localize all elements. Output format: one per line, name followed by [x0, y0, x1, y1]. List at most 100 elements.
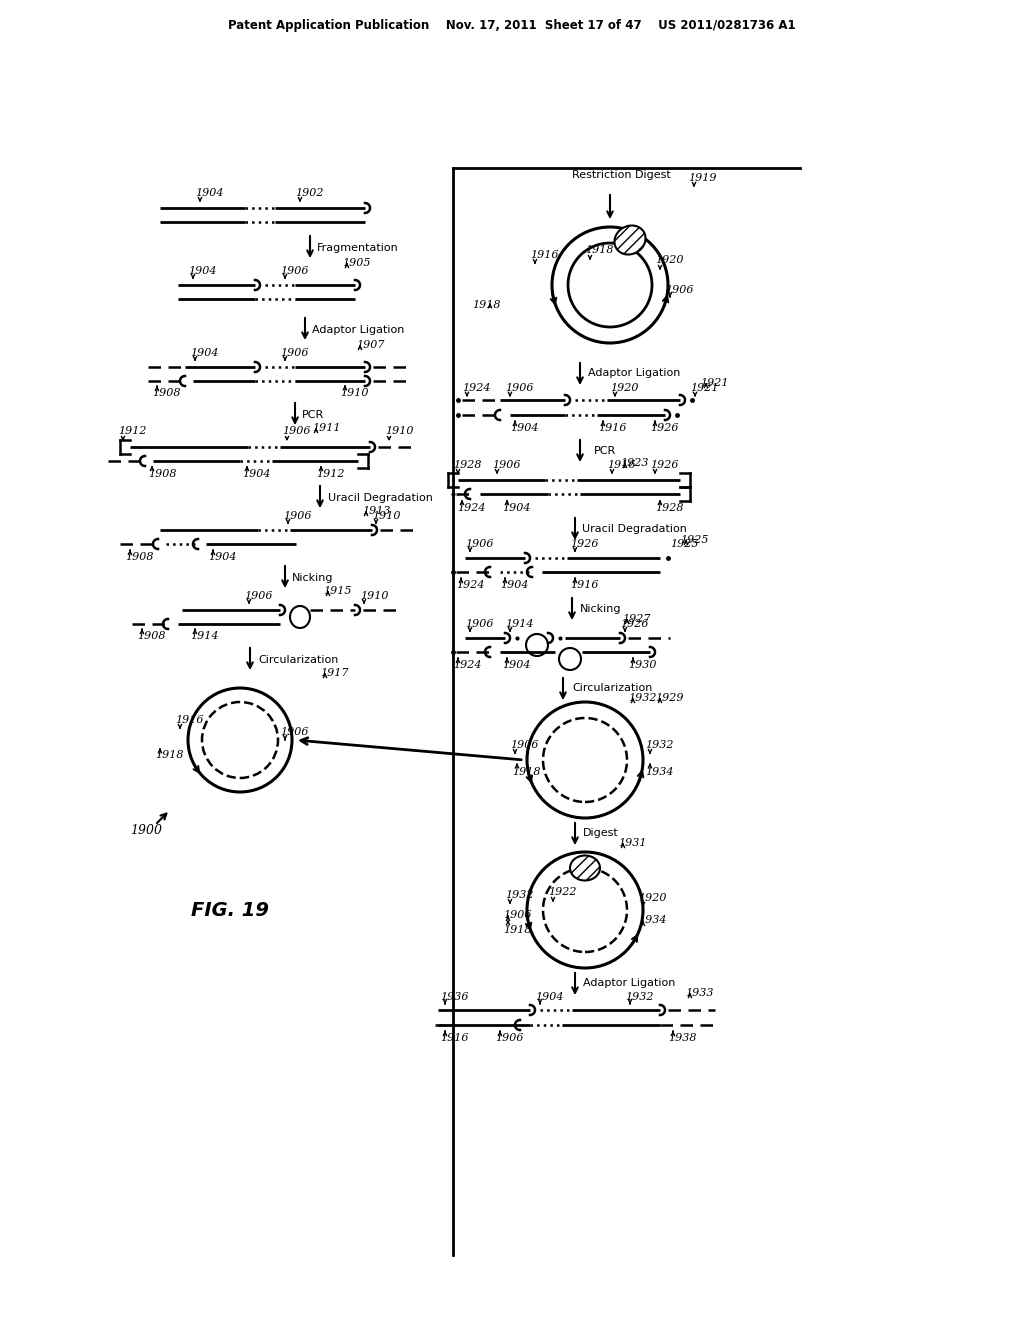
Text: 1914: 1914	[190, 631, 218, 642]
Text: 1926: 1926	[570, 539, 598, 549]
Text: 1906: 1906	[283, 511, 311, 521]
Text: Adaptor Ligation: Adaptor Ligation	[312, 325, 404, 335]
Text: 1924: 1924	[456, 579, 484, 590]
Text: 1932: 1932	[645, 741, 674, 750]
Text: 1922: 1922	[548, 887, 577, 898]
Text: 1916: 1916	[570, 579, 598, 590]
Text: 1925: 1925	[670, 539, 698, 549]
Text: 1918: 1918	[585, 246, 613, 255]
Text: Restriction Digest: Restriction Digest	[572, 170, 671, 180]
Text: 1929: 1929	[655, 693, 683, 704]
Text: 1907: 1907	[356, 341, 384, 350]
Text: 1906: 1906	[244, 591, 272, 601]
Text: FIG. 19: FIG. 19	[191, 900, 269, 920]
Text: 1906: 1906	[280, 267, 308, 276]
Text: 1910: 1910	[385, 426, 414, 436]
Text: 1923: 1923	[620, 458, 648, 469]
Text: Patent Application Publication    Nov. 17, 2011  Sheet 17 of 47    US 2011/02817: Patent Application Publication Nov. 17, …	[228, 18, 796, 32]
Text: 1906: 1906	[505, 383, 534, 393]
Text: Adaptor Ligation: Adaptor Ligation	[583, 978, 676, 987]
Text: 1908: 1908	[137, 631, 166, 642]
Text: 1906: 1906	[495, 1034, 523, 1043]
Text: 1919: 1919	[688, 173, 717, 183]
Text: 1906: 1906	[282, 426, 310, 436]
Text: 1928: 1928	[655, 503, 683, 513]
Text: 1910: 1910	[340, 388, 369, 399]
Text: Circularization: Circularization	[572, 682, 652, 693]
Text: 1938: 1938	[668, 1034, 696, 1043]
Text: Nicking: Nicking	[292, 573, 334, 583]
Text: 1906: 1906	[510, 741, 539, 750]
Text: 1904: 1904	[208, 552, 237, 562]
Text: 1908: 1908	[152, 388, 180, 399]
Text: 1934: 1934	[638, 915, 667, 925]
Text: 1906: 1906	[492, 459, 520, 470]
Text: 1927: 1927	[622, 614, 650, 624]
Text: 1904: 1904	[500, 579, 528, 590]
Text: 1916: 1916	[607, 459, 636, 470]
Text: 1904: 1904	[188, 267, 216, 276]
Text: 1924: 1924	[453, 660, 481, 671]
Text: 1904: 1904	[535, 993, 563, 1002]
Text: 1918: 1918	[155, 750, 183, 760]
Text: 1912: 1912	[316, 469, 344, 479]
Text: 1934: 1934	[645, 767, 674, 777]
Text: Nicking: Nicking	[580, 605, 622, 614]
Text: 1905: 1905	[342, 257, 371, 268]
Text: 1906: 1906	[465, 619, 494, 630]
Ellipse shape	[614, 226, 645, 255]
Text: 1924: 1924	[457, 503, 485, 513]
Text: 1906: 1906	[280, 348, 308, 358]
Text: 1906: 1906	[665, 285, 693, 294]
Text: 1916: 1916	[440, 1034, 469, 1043]
Text: Circularization: Circularization	[258, 655, 338, 665]
Text: 1908: 1908	[148, 469, 176, 479]
Text: 1906: 1906	[465, 539, 494, 549]
Text: 1925: 1925	[680, 535, 709, 545]
Text: 1904: 1904	[502, 503, 530, 513]
Text: 1916: 1916	[598, 422, 627, 433]
Text: 1912: 1912	[118, 426, 146, 436]
Text: 1921: 1921	[700, 378, 728, 388]
Text: 1920: 1920	[655, 255, 683, 265]
Text: 1915: 1915	[323, 586, 351, 597]
Text: 1904: 1904	[190, 348, 218, 358]
Text: PCR: PCR	[594, 446, 616, 455]
Text: 1932: 1932	[628, 693, 656, 704]
Text: 1920: 1920	[610, 383, 639, 393]
Text: 1918: 1918	[472, 300, 501, 310]
Text: 1904: 1904	[242, 469, 270, 479]
Text: 1900: 1900	[130, 824, 162, 837]
Text: 1930: 1930	[628, 660, 656, 671]
Text: 1902: 1902	[295, 187, 324, 198]
Text: 1933: 1933	[685, 987, 714, 998]
Text: 1904: 1904	[510, 422, 539, 433]
Text: 1918: 1918	[512, 767, 541, 777]
Text: 1926: 1926	[650, 459, 679, 470]
Text: 1908: 1908	[125, 552, 154, 562]
Text: Digest: Digest	[583, 828, 618, 838]
Text: 1920: 1920	[638, 894, 667, 903]
Text: 1936: 1936	[440, 993, 469, 1002]
Text: 1921: 1921	[690, 383, 719, 393]
Text: 1910: 1910	[372, 511, 400, 521]
Text: 1906: 1906	[280, 727, 308, 737]
Text: 1913: 1913	[362, 506, 390, 516]
Text: 1904: 1904	[195, 187, 223, 198]
Text: 1928: 1928	[453, 459, 481, 470]
Text: Fragmentation: Fragmentation	[317, 243, 398, 253]
Text: 1916: 1916	[530, 249, 558, 260]
Text: 1914: 1914	[505, 619, 534, 630]
Text: 1916: 1916	[175, 715, 204, 725]
Text: 1926: 1926	[620, 619, 648, 630]
Text: 1926: 1926	[650, 422, 679, 433]
Text: 1924: 1924	[462, 383, 490, 393]
Text: 1918: 1918	[503, 925, 531, 935]
Text: 1910: 1910	[360, 591, 388, 601]
Text: 1932: 1932	[505, 890, 534, 900]
Text: PCR: PCR	[302, 411, 325, 420]
Text: 1911: 1911	[312, 422, 341, 433]
Text: 1917: 1917	[319, 668, 348, 678]
Text: 1904: 1904	[502, 660, 530, 671]
Text: Uracil Degradation: Uracil Degradation	[328, 492, 433, 503]
